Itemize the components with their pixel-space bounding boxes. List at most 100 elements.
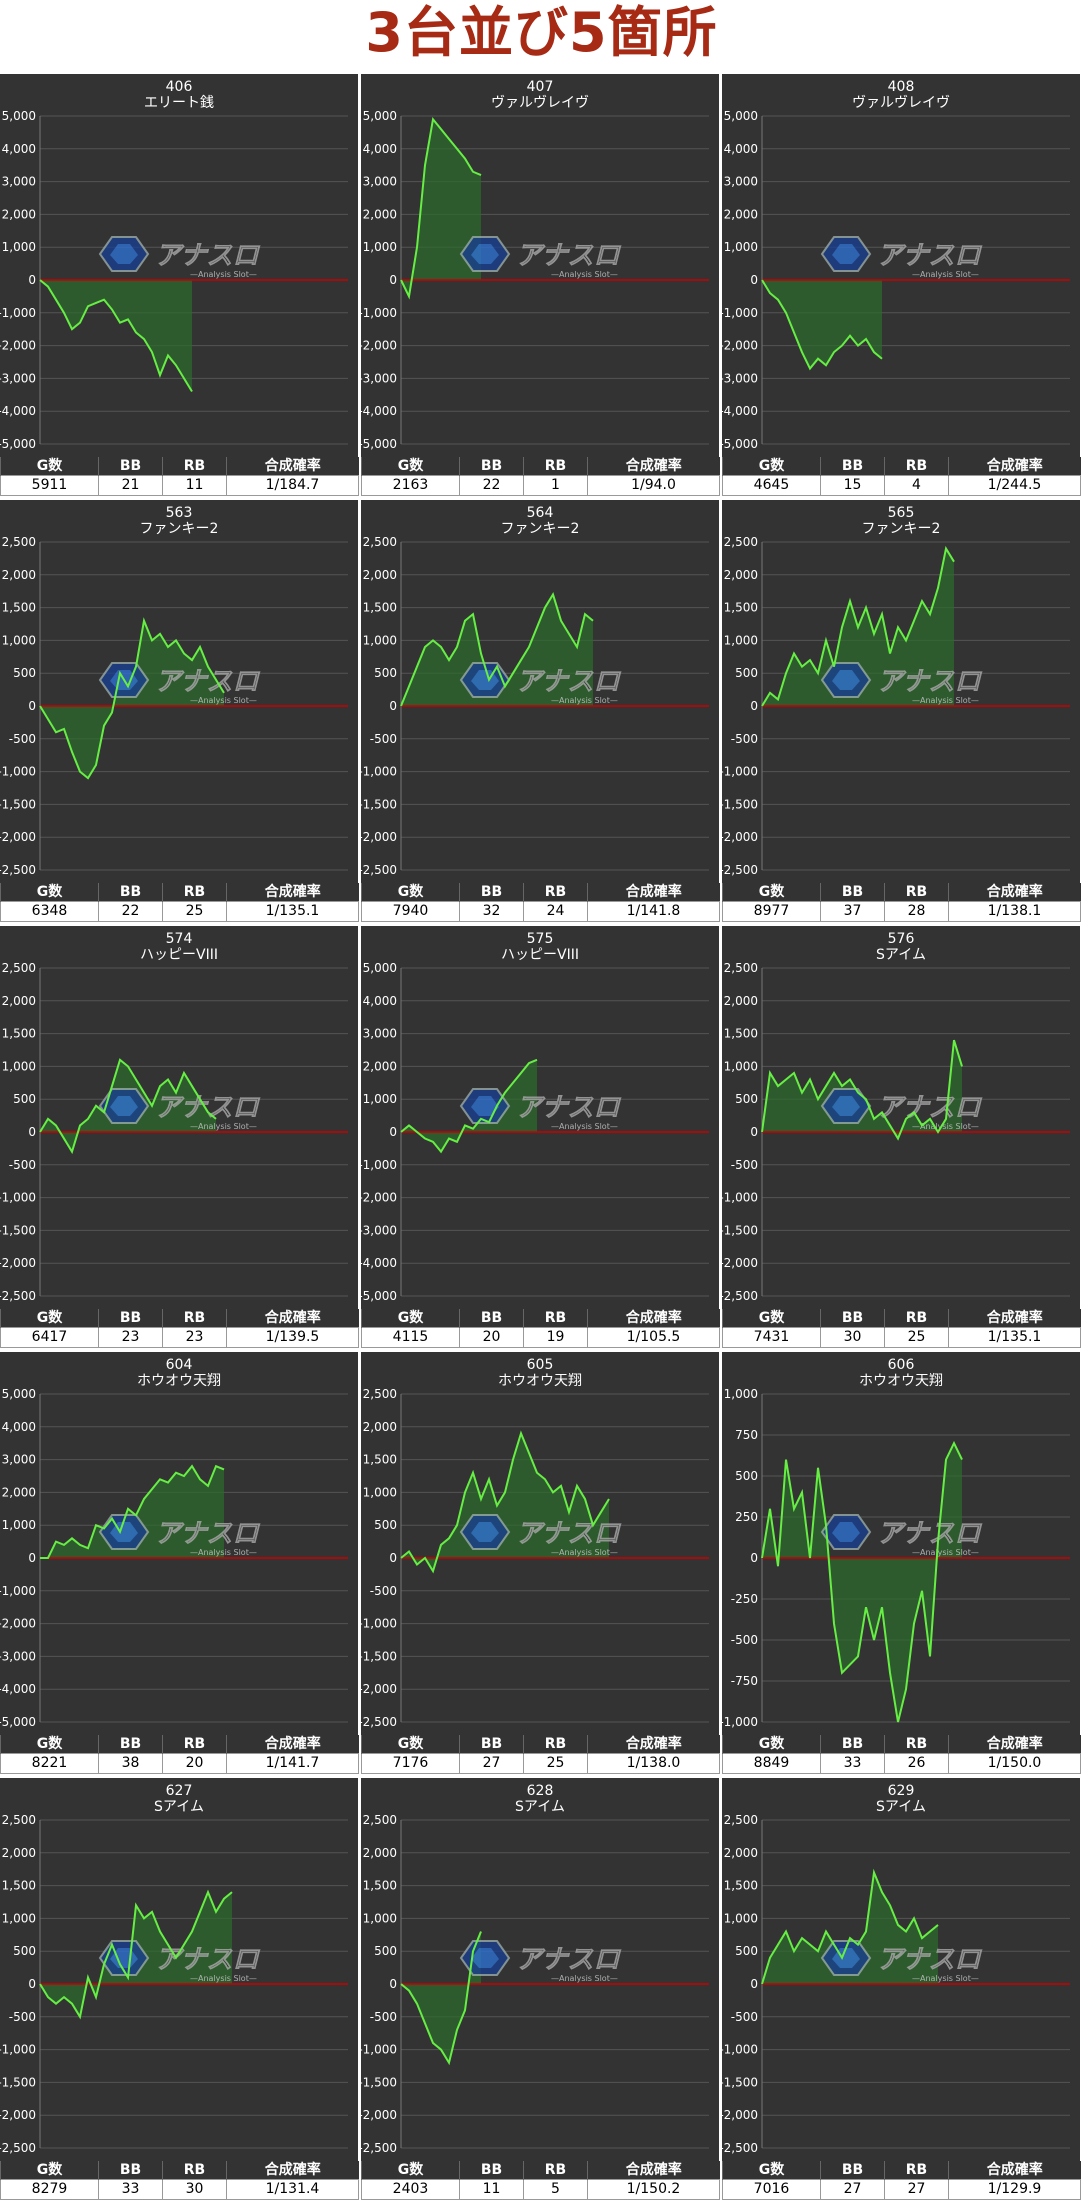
stats-games: 6417 (0, 1327, 99, 1348)
stats-header: G数 (722, 883, 821, 902)
stats-header: BB (98, 883, 163, 902)
y-tick-label: 0 (389, 699, 397, 713)
stats-rb: 28 (884, 901, 949, 922)
stats-table: G数 BB RB 合成確率 6348 22 25 1/135.1 (0, 883, 359, 922)
y-tick-label: -500 (731, 1633, 758, 1647)
y-tick-label: -2,000 (722, 339, 758, 353)
y-tick-label: 2,000 (2, 568, 36, 582)
chart-svg: 5,000 4,000 3,000 2,000 1,000 0 -1,000 -2,000 -3… (722, 109, 1070, 451)
logo-sub: —Analysis Slot— (551, 696, 618, 705)
area-fill (40, 280, 192, 392)
stats-header: BB (459, 1735, 524, 1754)
logo-name: アナスロ (516, 241, 621, 271)
chart-svg: 1,000 750 500 250 0 -250 -500 -750 -1,000 アナスロ—An… (722, 1387, 1070, 1729)
page-title: 3台並び5箇所 (365, 1, 718, 64)
machine-name: ヴァルヴレイヴ (852, 95, 950, 111)
chart-svg: 2,500 2,000 1,500 1,000 500 0 -500 -1,000 -1,500… (361, 1813, 709, 2155)
chart-background (722, 74, 1080, 457)
stats-games: 8221 (0, 1753, 99, 1774)
stats-header: G数 (722, 2161, 821, 2180)
y-tick-label: -1,000 (0, 1584, 36, 1598)
y-tick-label: -1,000 (361, 1158, 397, 1172)
y-tick-label: 1,000 (2, 1059, 36, 1073)
stats-header: BB (459, 2161, 524, 2180)
chart-panel-604: 604 ホウオウ天翔 5,000 4,000 3,000 2,000 1,000 0 -1,00… (0, 1352, 359, 1776)
y-tick-label: -1,000 (722, 306, 758, 320)
chart-svg: 2,500 2,000 1,500 1,000 500 0 -500 -1,000 -1,500… (722, 961, 1070, 1303)
stats-table: G数 BB RB 合成確率 2163 22 1 1/94.0 (361, 457, 720, 496)
stats-rate: 1/131.4 (226, 2179, 359, 2200)
stats-header: 合成確率 (226, 1735, 359, 1754)
y-tick-label: -2,500 (722, 1289, 758, 1303)
stats-header: G数 (0, 1735, 99, 1754)
chart-panel-406: 406 エリート銭 5,000 4,000 3,000 2,000 1,000 0 -1,000… (0, 74, 359, 498)
stats-header: BB (820, 1735, 885, 1754)
y-tick-label: -1,500 (361, 2075, 397, 2089)
stats-header: G数 (0, 457, 99, 476)
chart-panel-564: 564 ファンキー2 2,500 2,000 1,500 1,000 500 0 -500 -1,… (361, 500, 720, 924)
y-tick-label: -2,000 (361, 1682, 397, 1696)
y-tick-label: -2,000 (722, 2108, 758, 2122)
logo-watermark: アナスロ—Analysis Slot— (820, 1088, 983, 1131)
logo-watermark: アナスロ—Analysis Slot— (820, 1940, 983, 1983)
logo-name: アナスロ (877, 241, 982, 271)
y-tick-label: -2,500 (361, 863, 397, 877)
logo-watermark: アナスロ—Analysis Slot— (98, 662, 261, 705)
logo-sub: —Analysis Slot— (551, 270, 618, 279)
y-tick-label: 1,500 (363, 1453, 397, 1467)
y-tick-label: 2,000 (363, 1846, 397, 1860)
stats-header: BB (820, 883, 885, 902)
stats-header: 合成確率 (587, 883, 720, 902)
y-tick-label: 500 (735, 1092, 758, 1106)
y-tick-label: 1,000 (724, 240, 758, 254)
y-tick-label: 1,500 (724, 601, 758, 615)
stats-bb: 38 (98, 1753, 163, 1774)
series-line (761, 1039, 963, 1141)
stats-rate: 1/139.5 (226, 1327, 359, 1348)
stats-rb: 27 (884, 2179, 949, 2200)
machine-number: 575 (526, 931, 554, 947)
stats-header: 合成確率 (587, 2161, 720, 2180)
chart-background (0, 74, 358, 457)
machine-name: ファンキー2 (500, 521, 580, 537)
y-tick-label: -3,000 (0, 1649, 36, 1663)
stats-header: RB (523, 883, 588, 902)
y-tick-label: 1,000 (2, 1518, 36, 1532)
chart-svg: 5,000 4,000 3,000 2,000 1,000 0 -1,000 -2,000 -3… (0, 109, 348, 451)
y-tick-label: -2,000 (361, 830, 397, 844)
y-tick-label: -3,000 (361, 1223, 397, 1237)
stats-games: 8849 (722, 1753, 821, 1774)
y-tick-label: 500 (735, 1469, 758, 1483)
logo-watermark: アナスロ—Analysis Slot— (98, 1088, 261, 1131)
series-line (39, 279, 193, 393)
chart-panel-629: 629 Sアイム 2,500 2,000 1,500 1,000 500 0 -500 -1,00… (722, 1778, 1081, 2202)
stats-bb: 15 (820, 475, 885, 496)
stats-header: G数 (0, 1309, 99, 1328)
stats-header: 合成確率 (587, 457, 720, 476)
stats-header: RB (523, 1309, 588, 1328)
y-tick-label: 1,000 (363, 1485, 397, 1499)
y-tick-label: -5,000 (0, 437, 36, 451)
logo-sub: —Analysis Slot— (190, 696, 257, 705)
logo-watermark: アナスロ—Analysis Slot— (820, 662, 983, 705)
stats-rb: 30 (162, 2179, 227, 2200)
y-tick-label: 1,000 (363, 1092, 397, 1106)
logo-name: アナスロ (155, 241, 260, 271)
y-tick-label: 3,000 (2, 175, 36, 189)
y-tick-label: -2,000 (0, 339, 36, 353)
logo-name: アナスロ (877, 667, 982, 697)
chart-svg: 5,000 4,000 3,000 2,000 1,000 0 -1,000 -2,000 -3… (0, 1387, 348, 1729)
stats-header: G数 (361, 1309, 460, 1328)
series-line (761, 1440, 963, 1723)
stats-games: 6348 (0, 901, 99, 922)
machine-number: 574 (165, 931, 193, 947)
area-fill (401, 1433, 609, 1572)
stats-table: G数 BB RB 合成確率 8221 38 20 1/141.7 (0, 1735, 359, 1774)
stats-rate: 1/135.1 (226, 901, 359, 922)
y-tick-label: -4,000 (0, 404, 36, 418)
y-tick-label: 2,000 (363, 207, 397, 221)
y-tick-label: -2,500 (361, 2141, 397, 2155)
y-tick-label: -2,000 (361, 339, 397, 353)
y-tick-label: -1,500 (722, 797, 758, 811)
logo-name: アナスロ (877, 1945, 982, 1975)
